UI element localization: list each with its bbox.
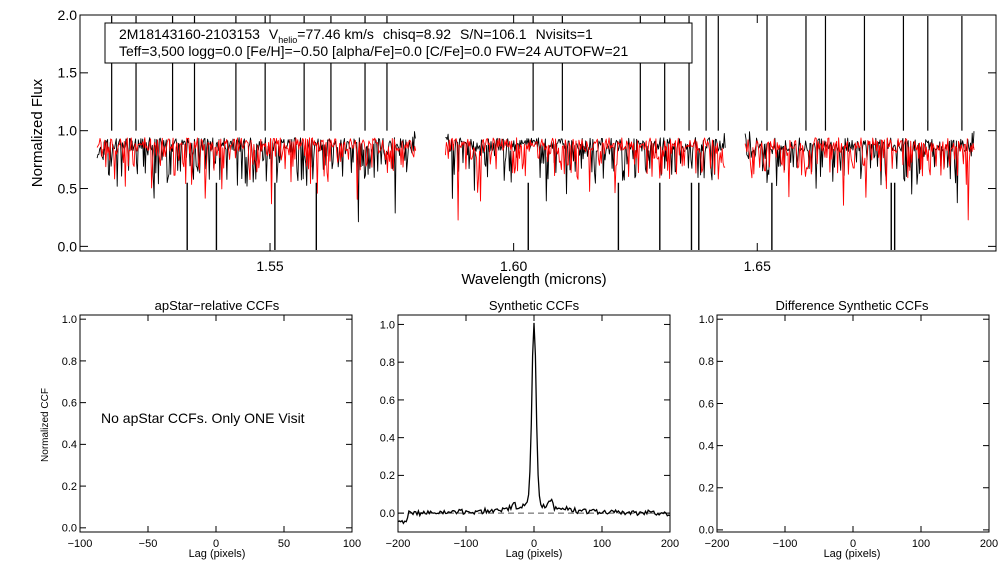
apstar-ccf-xtick-label: −100 [68,538,93,550]
apstar-ccf-xtick-label: 50 [278,538,290,550]
difference-ccf-ytick-label: 0.8 [699,356,714,368]
apstar-ccf-xtick-label: 0 [213,538,219,550]
spectrum-frame [79,14,997,252]
synthetic-ccf-frame [397,314,671,533]
synthetic-ccf-ytick-label: 0.6 [380,395,395,407]
spectrum-xtick-label: 1.60 [500,258,527,274]
spectrum-line-model [96,137,975,221]
synthetic-ccf-xtick-label: −100 [454,538,479,550]
synthetic-ccf-ytick-label: 0.8 [380,357,395,369]
difference-ccf-ticks: −200 −100 0 100 200 0.0 0.2 0.4 0.6 0.8 1.0 [699,314,998,550]
apstar-ccf-xtick-label: 100 [343,538,361,550]
difference-ccf-x-label: Lag (pixels) [824,548,881,560]
spectrum-x-label: Wavelength (microns) [461,271,606,288]
synthetic-ccf-ytick-label: 0.2 [380,470,395,482]
synthetic-ccf-ytick-label: 0.4 [380,433,395,445]
synthetic-ccf-series-group [397,322,671,525]
synthetic-ccf-title: Synthetic CCFs [489,298,580,313]
spectrum-annotation-box [104,22,693,64]
difference-ccf-xtick-label: −100 [773,538,798,550]
annotation-star-id: 2M18143160-2103153 [119,26,260,42]
apstar-ccf-ytick-label: 0.8 [62,356,77,368]
synthetic-ccf-x-label: Lag (pixels) [506,548,563,560]
difference-ccf-ytick-label: 0.6 [699,398,714,410]
annotation-nvisits: Nvisits=1 [536,26,593,42]
spectrum-ticks: 1.55 1.60 1.65 0.0 0.5 1.0 1.5 2.0 [58,7,996,274]
synthetic-ccf-panel: −200 −100 0 100 200 0.0 0.2 0.4 0.6 0.8 1.0 Synthe… [380,298,679,560]
spectrum-y-label: Normalized Flux [29,78,46,187]
difference-ccf-xtick-label: −200 [705,538,730,550]
annotation-chisq: chisq=8.92 [383,26,451,42]
apstar-ccf-ytick-label: 0.4 [62,439,77,451]
difference-ccf-frame [716,314,990,533]
difference-ccf-title: Difference Synthetic CCFs [776,298,929,313]
annotation-line-1: 2M18143160-2103153 Vhelio=77.46 km/s chisq… [119,26,593,45]
annotation-snr: S/N=106.1 [460,26,527,42]
spectrum-ytick-label: 2.0 [58,7,78,23]
spectrum-ytick-label: 0.5 [58,180,78,196]
apstar-ccf-ytick-label: 0.0 [62,523,77,535]
difference-ccf-xtick-label: 0 [850,538,856,550]
synthetic-ccf-xtick-label: −200 [386,538,411,550]
difference-ccf-xtick-label: 100 [912,538,930,550]
apstar-ccf-panel: −100 −50 0 50 100 0.0 0.2 0.4 0.6 0.8 1.0 apStar−r… [40,298,361,560]
apstar-ccf-y-label: Normalized CCF [40,388,51,462]
difference-ccf-xtick-label: 200 [980,538,998,550]
annotation-v-label: V [269,26,279,42]
annotation-v-sub: helio [278,35,297,45]
synthetic-ccf-ticks: −200 −100 0 100 200 0.0 0.2 0.4 0.6 0.8 1.0 [380,315,679,550]
apstar-ccf-ticks: −100 −50 0 50 100 0.0 0.2 0.4 0.6 0.8 1.0 [62,314,361,550]
synthetic-ccf-xtick-label: 0 [531,538,537,550]
difference-ccf-ytick-label: 1.0 [699,314,714,326]
spectrum-ytick-label: 0.0 [58,238,78,254]
apstar-ccf-frame [79,314,353,533]
synthetic-ccf-ytick-label: 0.0 [380,508,395,520]
apstar-ccf-xtick-label: −50 [139,538,158,550]
spectrum-xtick-label: 1.65 [744,258,771,274]
apstar-ccf-title: apStar−relative CCFs [155,298,280,313]
apstar-ccf-ytick-label: 0.2 [62,481,77,493]
apstar-ccf-ytick-label: 1.0 [62,314,77,326]
spectrum-ytick-label: 1.5 [58,65,78,81]
synthetic-ccf-xtick-label: 200 [661,538,679,550]
synthetic-ccf-ytick-label: 1.0 [380,319,395,331]
apstar-ccf-x-label: Lag (pixels) [189,548,246,560]
synthetic-ccf-line [397,322,671,525]
apstar-ccf-message: No apStar CCFs. Only ONE Visit [101,410,305,426]
difference-ccf-panel: −200 −100 0 100 200 0.0 0.2 0.4 0.6 0.8 1.0 Differ… [699,298,998,560]
spectrum-xtick-label: 1.55 [256,258,283,274]
apstar-ccf-ytick-label: 0.6 [62,397,77,409]
annotation-v-value: =77.46 km/s [297,26,374,42]
spectrum-panel: 1.55 1.60 1.65 0.0 0.5 1.0 1.5 2.0 2M18143160-2… [29,7,997,288]
difference-ccf-ytick-label: 0.2 [699,483,714,495]
synthetic-ccf-xtick-label: 100 [593,538,611,550]
difference-ccf-ytick-label: 0.0 [699,525,714,537]
spectrum-ytick-label: 1.0 [58,123,78,139]
difference-ccf-ytick-label: 0.4 [699,440,714,452]
annotation-params: Teff=3,500 logg=0.0 [Fe/H]=−0.50 [alpha/… [119,43,628,59]
